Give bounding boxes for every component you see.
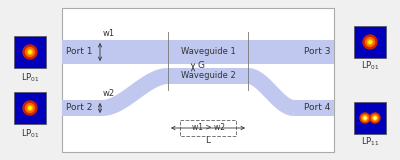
Text: LP$_{01}$: LP$_{01}$: [21, 71, 39, 84]
Circle shape: [370, 113, 380, 123]
Circle shape: [26, 48, 34, 56]
Circle shape: [373, 116, 377, 120]
Text: Waveguide 2: Waveguide 2: [181, 72, 235, 80]
Circle shape: [26, 104, 34, 112]
Text: Port 2: Port 2: [66, 104, 92, 112]
Circle shape: [29, 107, 31, 109]
Circle shape: [363, 116, 367, 120]
Text: w2: w2: [103, 89, 115, 98]
Circle shape: [374, 117, 376, 119]
Polygon shape: [102, 68, 168, 116]
Bar: [180, 120, 236, 136]
Text: L: L: [206, 136, 210, 145]
Polygon shape: [62, 40, 334, 64]
Polygon shape: [62, 100, 102, 116]
Polygon shape: [248, 68, 294, 116]
Text: w1: w1: [103, 29, 115, 38]
Polygon shape: [168, 68, 248, 84]
Bar: [62, 8, 334, 152]
Circle shape: [28, 49, 32, 55]
Circle shape: [363, 35, 377, 49]
Bar: [14, 36, 46, 68]
Circle shape: [369, 41, 371, 43]
Polygon shape: [294, 100, 334, 116]
Circle shape: [29, 51, 31, 53]
Circle shape: [28, 105, 32, 111]
Text: Port 3: Port 3: [304, 48, 330, 56]
Circle shape: [372, 115, 378, 121]
Text: Port 1: Port 1: [66, 48, 92, 56]
Text: G: G: [197, 61, 204, 71]
Text: LP$_{01}$: LP$_{01}$: [21, 127, 39, 140]
Text: w1 > w2: w1 > w2: [192, 124, 224, 132]
Circle shape: [360, 113, 370, 123]
Circle shape: [23, 101, 37, 115]
Text: LP$_{11}$: LP$_{11}$: [361, 136, 379, 148]
Text: Waveguide 1: Waveguide 1: [181, 48, 235, 56]
Circle shape: [362, 115, 368, 121]
Circle shape: [366, 37, 374, 47]
Bar: [14, 92, 46, 124]
Text: LP$_{01}$: LP$_{01}$: [361, 60, 379, 72]
Bar: [354, 102, 386, 134]
Bar: [354, 26, 386, 58]
Circle shape: [368, 40, 372, 44]
Circle shape: [23, 45, 37, 59]
Text: Port 4: Port 4: [304, 104, 330, 112]
Circle shape: [364, 117, 366, 119]
